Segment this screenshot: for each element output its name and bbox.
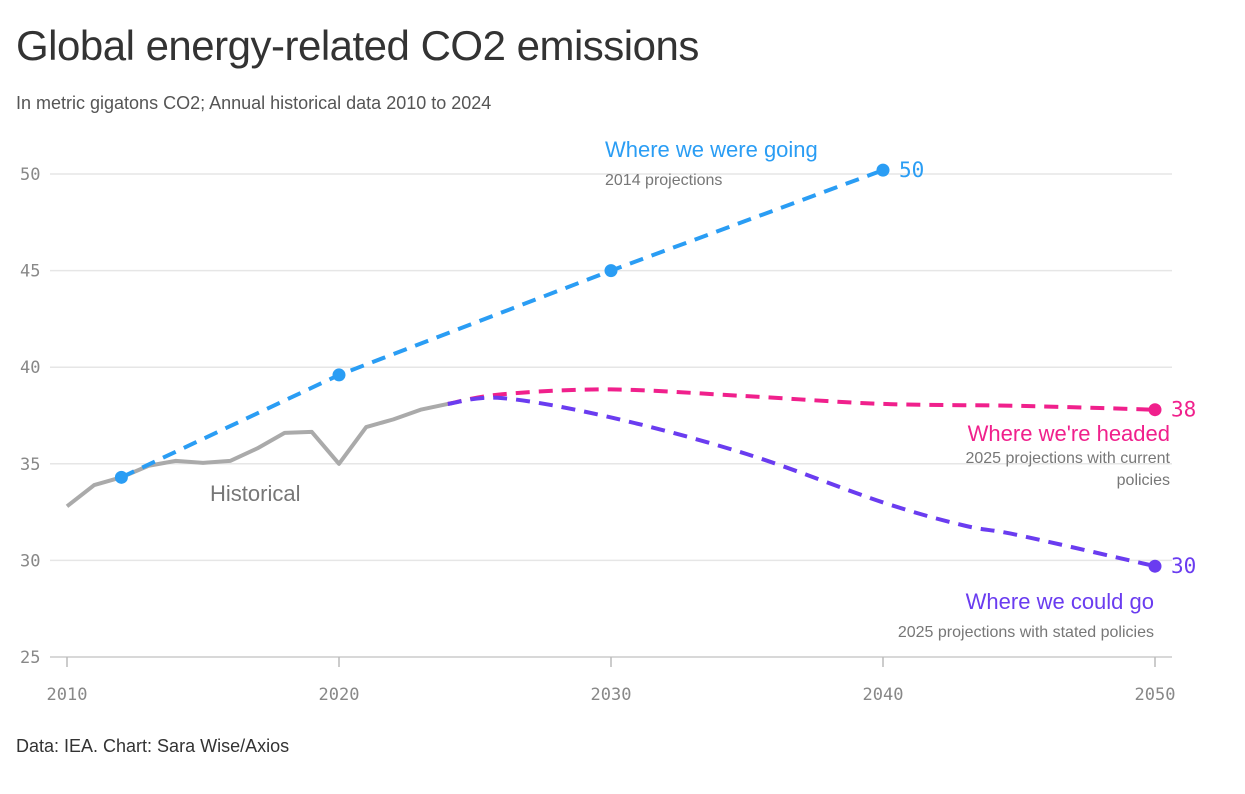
sublabel-were-going: 2014 projections	[605, 172, 722, 189]
label-historical: Historical	[210, 481, 300, 506]
label-headed: Where we're headed	[968, 421, 1170, 446]
data-point-where-we-could-go	[1148, 559, 1162, 573]
series-line-where-we-could-go	[447, 395, 1156, 569]
y-tick-label: 25	[20, 648, 40, 668]
chart-title: Global energy-related CO2 emissions	[16, 22, 699, 69]
data-point-where-we-were-going	[332, 368, 346, 382]
x-tick-label: 2010	[47, 685, 88, 705]
label-could-go: Where we could go	[966, 589, 1154, 614]
chart-subtitle: In metric gigatons CO2; Annual historica…	[16, 93, 492, 113]
y-tick-label: 30	[20, 551, 40, 571]
data-point-where-we-re-headed	[1148, 403, 1162, 417]
x-tick-label: 2020	[319, 685, 360, 705]
data-point-where-we-were-going	[604, 264, 618, 278]
data-point-where-we-were-going	[876, 163, 890, 177]
y-tick-label: 35	[20, 455, 40, 475]
end-value-label-where-we-could-go: 30	[1171, 554, 1196, 578]
x-tick-label: 2030	[591, 685, 632, 705]
y-tick-label: 50	[20, 165, 40, 185]
series-line-where-we-re-headed	[447, 387, 1156, 412]
y-tick-label: 40	[20, 358, 40, 378]
sublabel-headed-line2: policies	[1117, 472, 1170, 489]
label-were-going: Where we were going	[605, 137, 818, 162]
x-tick-label: 2040	[863, 685, 904, 705]
sublabel-headed: 2025 projections with current policies	[965, 450, 1170, 489]
data-point-where-we-were-going	[114, 470, 128, 484]
series-line-where-we-were-going	[120, 168, 884, 480]
end-value-label-where-we-were-going: 50	[899, 158, 924, 182]
x-tick-label: 2050	[1135, 685, 1176, 705]
y-tick-label: 45	[20, 262, 40, 282]
sublabel-headed-line1: 2025 projections with current	[965, 450, 1170, 467]
end-value-label-where-we-re-headed: 38	[1171, 398, 1196, 422]
sublabel-could-go: 2025 projections with stated policies	[898, 624, 1154, 641]
chart-source: Data: IEA. Chart: Sara Wise/Axios	[16, 736, 290, 756]
